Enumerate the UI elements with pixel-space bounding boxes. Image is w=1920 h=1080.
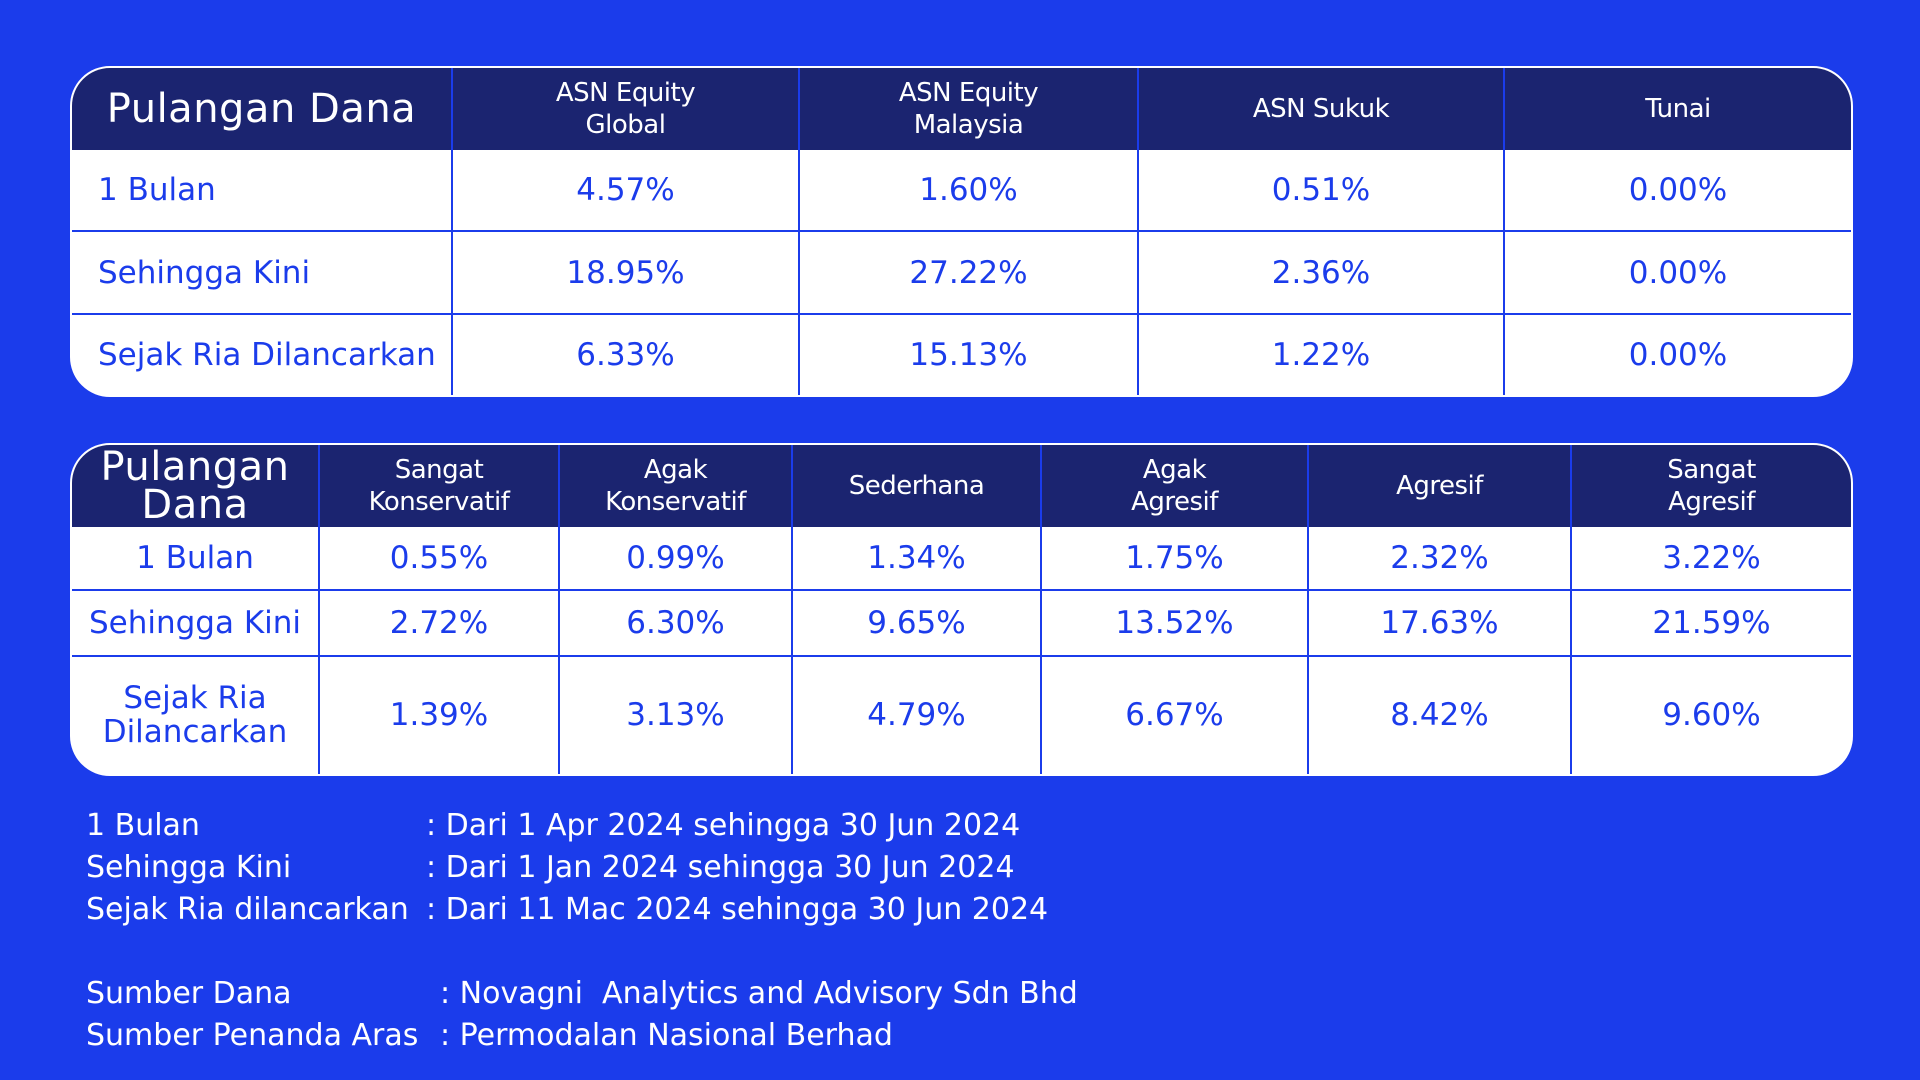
note-value: : Novagni Analytics and Advisory Sdn Bhd [440,976,1078,1011]
note-label: Sumber Penanda Aras [86,1018,419,1053]
note-value: : Dari 1 Jan 2024 sehingga 30 Jun 2024 [426,850,1015,885]
table-row: 1 Bulan 0.55% 0.99% 1.34% 1.75% 2.32% 3.… [72,527,1851,592]
table-cell: 0.55% [318,527,560,592]
table-cell: 1.60% [798,150,1139,232]
risk-profile-returns-grid: Pulangan Dana Sangat Konservatif Agak Ko… [72,445,1851,774]
note-value: : Dari 11 Mac 2024 sehingga 30 Jun 2024 [426,892,1049,927]
table-cell: 15.13% [798,313,1139,395]
table-title: Pulangan Dana [72,68,453,150]
table-cell: 9.60% [1570,654,1851,774]
table-cell: 0.00% [1503,150,1851,232]
table-cell: 0.99% [558,527,793,592]
column-header: Tunai [1503,68,1851,150]
table-cell: 4.79% [791,654,1042,774]
fund-returns-grid: Pulangan Dana ASN Equity Global ASN Equi… [72,68,1851,395]
table-row: Sejak Ria Dilancarkan 1.39% 3.13% 4.79% … [72,654,1851,774]
table-cell: 0.00% [1503,229,1851,316]
risk-profile-returns-table: Pulangan Dana Sangat Konservatif Agak Ko… [70,443,1853,776]
table-cell: 3.13% [558,654,793,774]
note-label: Sumber Dana [86,976,292,1011]
note-label: 1 Bulan [86,808,200,843]
table-cell: 21.59% [1570,589,1851,657]
table-cell: 2.72% [318,589,560,657]
spacer [86,931,1078,973]
table-cell: 18.95% [451,229,800,316]
column-header: ASN Equity Global [451,68,800,150]
table-cell: 2.36% [1137,229,1505,316]
column-header: Agak Agresif [1040,445,1309,527]
table-cell: 0.51% [1137,150,1505,232]
row-label: Sejak Ria Dilancarkan [72,654,320,774]
table-cell: 2.32% [1307,527,1572,592]
fund-returns-table: Pulangan Dana ASN Equity Global ASN Equi… [70,66,1853,397]
table-row: Sehingga Kini 2.72% 6.30% 9.65% 13.52% 1… [72,589,1851,657]
table-cell: 1.75% [1040,527,1309,592]
table-cell: 1.34% [791,527,1042,592]
row-label: Sehingga Kini [72,229,453,316]
table-header-row: Pulangan Dana Sangat Konservatif Agak Ko… [72,445,1851,527]
table-title: Pulangan Dana [72,445,320,527]
note-label: Sejak Ria dilancarkan [86,892,409,927]
column-header: Sangat Konservatif [318,445,560,527]
table-cell: 13.52% [1040,589,1309,657]
note-label: Sehingga Kini [86,850,292,885]
table-cell: 8.42% [1307,654,1572,774]
row-label: 1 Bulan [72,150,453,232]
column-header: ASN Equity Malaysia [798,68,1139,150]
row-label: Sejak Ria Dilancarkan [72,313,453,395]
table-cell: 1.39% [318,654,560,774]
period-note: Sehingga Kini : Dari 1 Jan 2024 sehingga… [86,847,1078,889]
column-header: Agak Konservatif [558,445,793,527]
table-row: Sehingga Kini 18.95% 27.22% 2.36% 0.00% [72,229,1851,316]
column-header: Agresif [1307,445,1572,527]
table-cell: 6.30% [558,589,793,657]
table-cell: 27.22% [798,229,1139,316]
table-cell: 0.00% [1503,313,1851,395]
row-label: Sehingga Kini [72,589,320,657]
table-cell: 4.57% [451,150,800,232]
source-note: Sumber Penanda Aras : Permodalan Nasiona… [86,1015,1078,1057]
table-cell: 6.67% [1040,654,1309,774]
table-cell: 17.63% [1307,589,1572,657]
source-note: Sumber Dana : Novagni Analytics and Advi… [86,973,1078,1015]
table-header-row: Pulangan Dana ASN Equity Global ASN Equi… [72,68,1851,150]
column-header: Sederhana [791,445,1042,527]
period-note: 1 Bulan : Dari 1 Apr 2024 sehingga 30 Ju… [86,805,1078,847]
column-header: Sangat Agresif [1570,445,1851,527]
note-value: : Permodalan Nasional Berhad [440,1018,893,1053]
footnotes: 1 Bulan : Dari 1 Apr 2024 sehingga 30 Ju… [86,805,1078,1057]
table-cell: 6.33% [451,313,800,395]
table-row: 1 Bulan 4.57% 1.60% 0.51% 0.00% [72,150,1851,232]
table-cell: 9.65% [791,589,1042,657]
note-value: : Dari 1 Apr 2024 sehingga 30 Jun 2024 [426,808,1021,843]
table-row: Sejak Ria Dilancarkan 6.33% 15.13% 1.22%… [72,313,1851,395]
table-cell: 1.22% [1137,313,1505,395]
period-note: Sejak Ria dilancarkan : Dari 11 Mac 2024… [86,889,1078,931]
row-label: 1 Bulan [72,527,320,592]
table-cell: 3.22% [1570,527,1851,592]
column-header: ASN Sukuk [1137,68,1505,150]
